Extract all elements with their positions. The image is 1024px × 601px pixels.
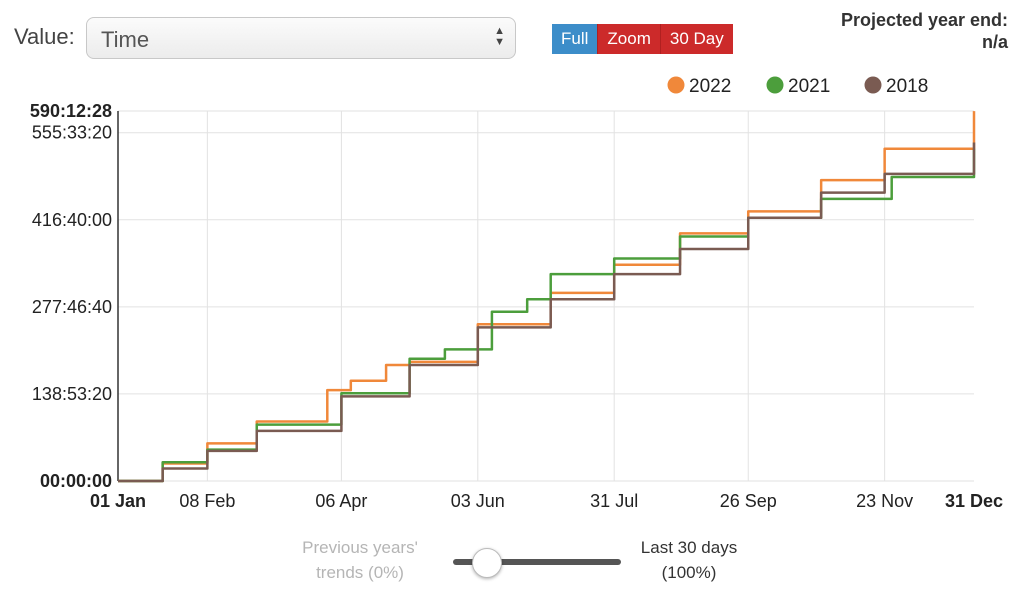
slider-right-line2: (100%) bbox=[661, 563, 717, 582]
x-tick-label: 23 Nov bbox=[856, 491, 913, 511]
series-line-2018 bbox=[118, 142, 976, 483]
slider-right-label: Last 30 days (100%) bbox=[626, 535, 752, 585]
legend-label: 2018 bbox=[886, 76, 928, 97]
series-layer bbox=[118, 111, 976, 483]
thirty-day-button[interactable]: 30 Day bbox=[659, 24, 733, 54]
y-tick-label: 416:40:00 bbox=[32, 210, 112, 230]
series-line-2021 bbox=[118, 148, 976, 483]
x-tick-label: 01 Jan bbox=[90, 491, 146, 511]
slider-left-line1: Previous years' bbox=[302, 538, 418, 557]
zoom-button[interactable]: Zoom bbox=[597, 24, 660, 54]
axis-layer: 01 Jan 08 Feb 06 Apr 03 Jun 31 Jul 26 Sep 23 N… bbox=[30, 101, 1003, 511]
slider-left-line2: trends (0%) bbox=[316, 563, 404, 582]
x-tick-label: 06 Apr bbox=[315, 491, 367, 511]
value-label: Value: bbox=[14, 24, 75, 49]
legend-swatch bbox=[766, 76, 784, 94]
select-arrows-icon: ▲ ▼ bbox=[494, 25, 505, 48]
slider-left-label: Previous years' trends (0%) bbox=[282, 535, 438, 585]
x-tick-label: 31 Jul bbox=[590, 491, 638, 511]
trend-slider-thumb[interactable] bbox=[471, 548, 502, 578]
projected-value: n/a bbox=[981, 32, 1008, 52]
x-tick-label: 26 Sep bbox=[720, 491, 777, 511]
legend-swatch bbox=[667, 76, 685, 94]
series-line-2022 bbox=[118, 111, 976, 483]
y-tick-label: 00:00:00 bbox=[40, 471, 112, 491]
y-tick-label: 555:33:20 bbox=[32, 123, 112, 143]
value-select-text: Time bbox=[101, 27, 150, 52]
x-tick-label: 08 Feb bbox=[179, 491, 235, 511]
value-select[interactable]: Time ▲ ▼ bbox=[86, 17, 516, 59]
slider-right-line1: Last 30 days bbox=[640, 538, 738, 557]
legend-swatch bbox=[864, 76, 882, 94]
y-tick-label: 277:46:40 bbox=[32, 297, 112, 317]
legend-item-2022[interactable]: 2022 bbox=[667, 76, 732, 97]
y-tick-label: 590:12:28 bbox=[30, 101, 112, 121]
legend[interactable]: 2022 2021 2018 bbox=[667, 76, 929, 97]
trend-slider-track[interactable] bbox=[453, 559, 621, 565]
legend-item-2021[interactable]: 2021 bbox=[766, 76, 831, 97]
y-tick-label: 138:53:20 bbox=[32, 384, 112, 404]
x-tick-label: 31 Dec bbox=[945, 491, 1003, 511]
projected-year-end: Projected year end: n/a bbox=[841, 9, 1008, 53]
legend-label: 2022 bbox=[689, 76, 731, 97]
grid-layer bbox=[118, 110, 974, 481]
legend-label: 2021 bbox=[788, 76, 830, 97]
range-button-group: Full Zoom 30 Day bbox=[552, 24, 733, 54]
cumulative-time-chart: 01 Jan 08 Feb 06 Apr 03 Jun 31 Jul 26 Sep 23 N… bbox=[30, 76, 1003, 511]
legend-item-2018[interactable]: 2018 bbox=[864, 76, 929, 97]
projected-label: Projected year end: bbox=[840, 10, 1008, 30]
full-button[interactable]: Full bbox=[552, 24, 598, 54]
x-tick-label: 03 Jun bbox=[451, 491, 505, 511]
